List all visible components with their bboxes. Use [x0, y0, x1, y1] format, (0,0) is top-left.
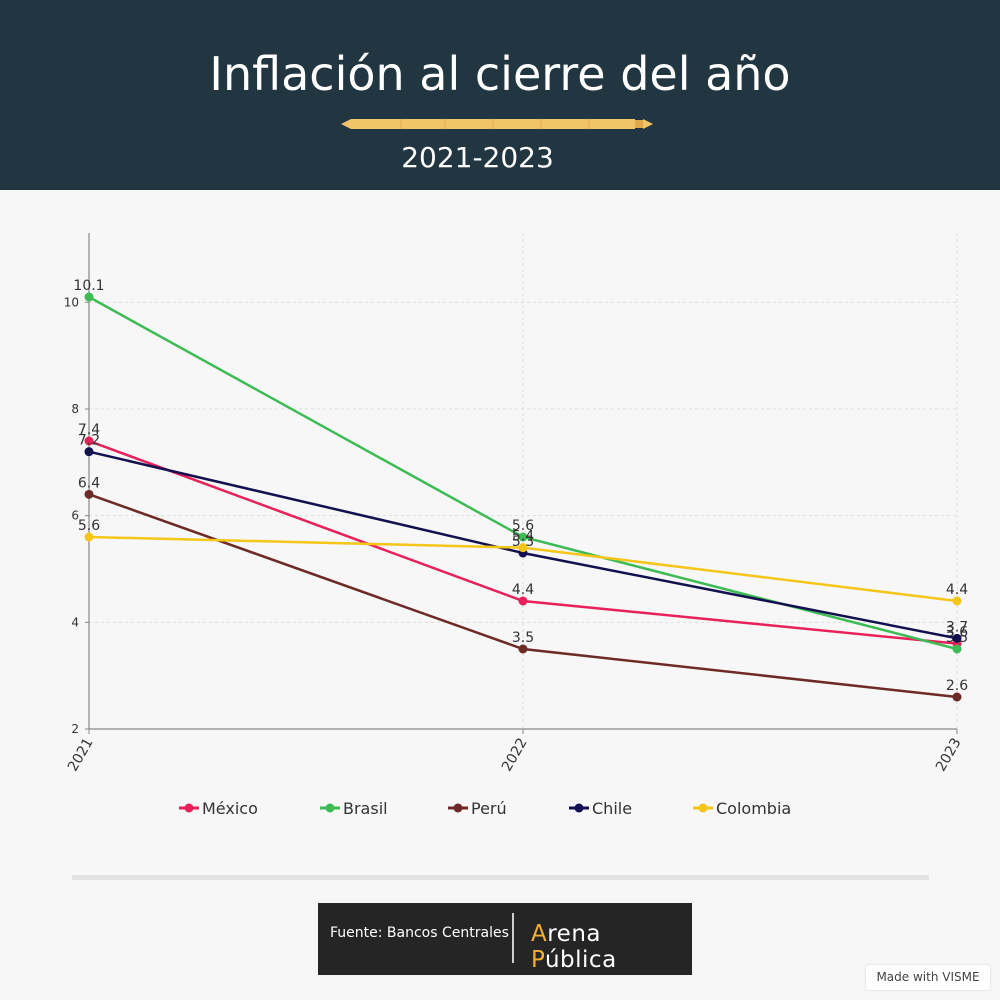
source-box: Fuente: Bancos Centrales Arena Pública	[318, 903, 692, 975]
legend-swatch-brasil	[320, 803, 340, 813]
y-tick-label: 10	[64, 295, 79, 309]
chart-title: Inflación al cierre del año	[209, 47, 791, 101]
legend-swatch-peru	[448, 803, 468, 813]
legend-swatch-mexico	[179, 803, 199, 813]
x-tick-label: 2022	[499, 735, 531, 774]
data-point-peru	[952, 692, 962, 702]
footer-divider	[72, 875, 929, 880]
data-label-peru: 3.5	[512, 630, 534, 646]
data-label-chile: 5.3	[512, 534, 534, 550]
legend-label: Chile	[592, 798, 633, 818]
legend-swatch-dot	[325, 803, 335, 813]
source-label: Fuente: Bancos Centrales	[330, 925, 509, 941]
legend-label: Perú	[471, 798, 507, 818]
data-label-peru: 6.4	[78, 475, 100, 491]
made-with-visme-badge[interactable]: Made with VISME	[866, 965, 990, 990]
data-point-peru	[84, 489, 94, 499]
y-tick-label: 6	[71, 509, 79, 523]
data-label-colombia: 4.4	[946, 582, 968, 598]
data-label-brasil: 10.1	[73, 278, 104, 294]
y-tick-label: 2	[71, 722, 79, 736]
chart-subtitle: 2021-2023	[401, 141, 554, 174]
legend-swatch-dot	[453, 803, 463, 813]
data-label-chile: 3.7	[946, 619, 968, 635]
data-label-colombia: 5.6	[78, 518, 100, 534]
data-point-brasil	[518, 532, 528, 542]
x-tick-label: 2023	[933, 735, 965, 774]
brand-word-rena: rena	[547, 921, 602, 947]
data-label-chile: 7.2	[78, 433, 100, 449]
x-tick-label: 2021	[65, 735, 97, 774]
data-label-mexico: 7.4	[78, 422, 100, 438]
line-chart: 2468102021202220237.44.43.610.15.63.56.4…	[64, 233, 968, 774]
y-tick-label: 4	[71, 615, 79, 629]
data-point-brasil	[952, 644, 962, 654]
data-point-mexico	[518, 596, 528, 606]
data-point-peru	[518, 644, 528, 654]
legend-item-mexico[interactable]: México	[178, 795, 258, 821]
legend-item-colombia[interactable]: Colombia	[692, 795, 791, 821]
data-label-brasil: 5.6	[512, 518, 534, 534]
data-point-colombia	[518, 543, 528, 553]
legend-label: Brasil	[343, 798, 388, 818]
legend-swatch-colombia	[693, 803, 713, 813]
header-banner: Inflación al cierre del año 2021-2023	[0, 0, 1000, 190]
legend-item-chile[interactable]: Chile	[568, 795, 632, 821]
y-tick-label: 8	[71, 402, 79, 416]
chart-legend: México Brasil Perú Chile Colombia	[0, 795, 1000, 821]
legend-label: México	[202, 798, 258, 818]
data-point-colombia	[84, 532, 94, 542]
legend-swatch-dot	[184, 803, 194, 813]
brand-logo: Arena Pública	[531, 921, 692, 973]
legend-swatch-dot	[698, 803, 708, 813]
legend-label: Colombia	[716, 798, 792, 818]
data-point-chile	[84, 447, 94, 457]
pencil-divider-icon	[341, 119, 653, 129]
data-label-mexico: 4.4	[512, 582, 534, 598]
data-point-brasil	[84, 292, 94, 302]
data-label-peru: 2.6	[946, 678, 968, 694]
brand-letter-a: A	[531, 921, 548, 947]
data-point-chile	[952, 633, 962, 643]
data-label-colombia: 5.4	[512, 529, 534, 545]
legend-item-brasil[interactable]: Brasil	[319, 795, 388, 821]
legend-item-peru[interactable]: Perú	[447, 795, 507, 821]
data-point-mexico	[84, 436, 94, 446]
data-point-colombia	[952, 596, 962, 606]
brand-letter-p: P	[531, 947, 545, 973]
legend-swatch-chile	[569, 803, 589, 813]
source-separator	[512, 913, 514, 963]
brand-word-ublica: ública	[544, 947, 617, 973]
legend-swatch-dot	[574, 803, 584, 813]
